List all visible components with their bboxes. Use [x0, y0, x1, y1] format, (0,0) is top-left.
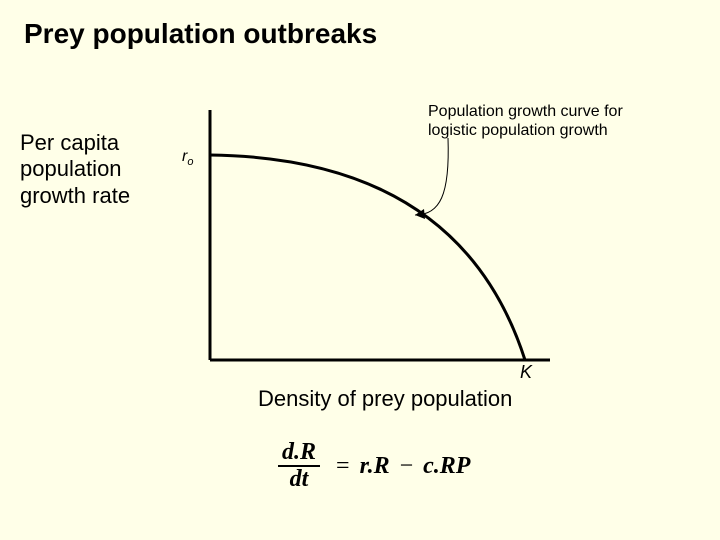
equation: d.R dt = r.R − c.RP	[278, 440, 470, 492]
k-label: K	[520, 362, 532, 383]
equation-term: c.RP	[423, 453, 470, 479]
slide: Prey population outbreaks Per capita pop…	[0, 0, 720, 540]
page-title: Prey population outbreaks	[24, 18, 377, 50]
r-subscript: o	[187, 156, 193, 168]
equation-numerator: d.R	[278, 440, 320, 467]
annotation-arrow	[415, 138, 448, 215]
r0-label: ro	[182, 148, 193, 168]
equation-fraction: d.R dt	[278, 440, 320, 492]
x-axis-label: Density of prey population	[258, 386, 512, 412]
ylabel-line: Per capita	[20, 130, 119, 155]
logistic-growth-chart	[200, 100, 560, 370]
equation-term: r.R	[360, 453, 390, 479]
minus-sign: −	[396, 453, 418, 479]
ylabel-line: growth rate	[20, 183, 130, 208]
growth-curve	[210, 155, 525, 360]
equation-rhs: = r.R − c.RP	[332, 453, 470, 480]
y-axis-label: Per capita population growth rate	[20, 130, 170, 209]
equation-denominator: dt	[278, 467, 320, 492]
ylabel-line: population	[20, 156, 122, 181]
equals-sign: =	[332, 453, 354, 479]
